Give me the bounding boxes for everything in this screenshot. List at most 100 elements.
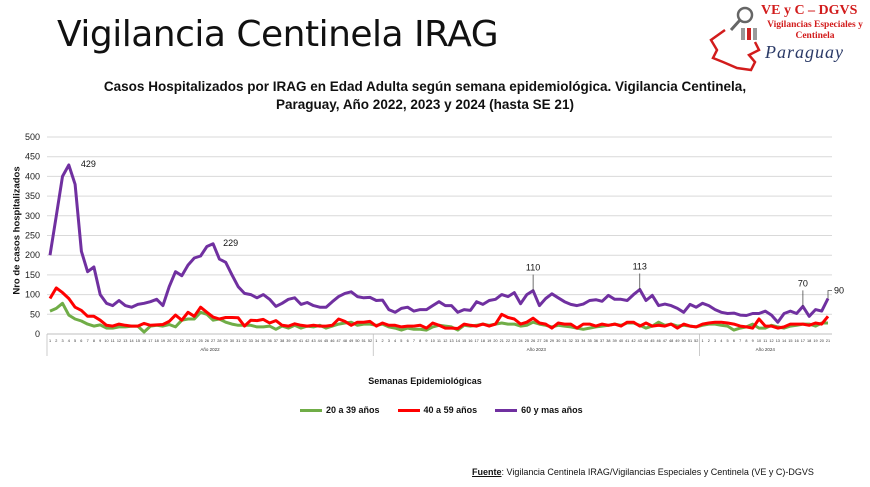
x-tick-label: 11	[111, 339, 115, 343]
x-tick-label: 27	[537, 339, 541, 343]
x-tick-label: 4	[68, 339, 70, 343]
x-tick-label: 47	[336, 339, 340, 343]
x-tick-label: 18	[155, 339, 159, 343]
x-tick-label: 18	[481, 339, 485, 343]
legend-label: 60 y mas años	[521, 405, 583, 415]
x-tick-label: 32	[569, 339, 573, 343]
x-tick-label: 31	[562, 339, 566, 343]
chart-title-line1: Casos Hospitalizados por IRAG en Edad Ad…	[103, 79, 747, 94]
x-tick-label: 15	[136, 339, 140, 343]
x-tick-label: 34	[581, 339, 585, 343]
x-tick-label: 50	[682, 339, 686, 343]
x-tick-label: 2	[708, 339, 710, 343]
x-tick-label: 40	[619, 339, 623, 343]
x-tick-label: 5	[727, 339, 729, 343]
x-tick-label: 33	[249, 339, 253, 343]
x-tick-label: 2	[381, 339, 383, 343]
x-tick-label: 19	[487, 339, 491, 343]
legend-item: 20 a 39 años	[300, 405, 380, 415]
legend: 20 a 39 años 40 a 59 años 60 y mas años	[300, 405, 583, 415]
data-label: 429	[81, 159, 96, 169]
y-tick-label: 0	[35, 329, 40, 339]
x-tick-label: 15	[462, 339, 466, 343]
x-tick-label: 35	[587, 339, 591, 343]
x-tick-label: 51	[688, 339, 692, 343]
x-tick-label: 49	[349, 339, 353, 343]
x-tick-label: 8	[419, 339, 421, 343]
legend-swatch-red	[397, 408, 420, 412]
legend-label: 40 a 59 años	[423, 405, 478, 415]
x-tick-label: 35	[261, 339, 265, 343]
series-line-3	[48, 163, 830, 324]
x-tick-label: 12	[443, 339, 447, 343]
y-tick-label: 450	[25, 152, 40, 162]
logo-text-3: Paraguay	[765, 42, 844, 62]
x-tick-label: 14	[456, 339, 460, 343]
x-tick-label: 20	[493, 339, 497, 343]
x-tick-label: 42	[631, 339, 635, 343]
x-tick-label: 24	[192, 339, 196, 343]
x-tick-label: 30	[556, 339, 560, 343]
logo-text-2: Vigilancias Especiales y Centinela	[767, 20, 863, 41]
x-tick-label: 37	[600, 339, 604, 343]
x-tick-label: 10	[104, 339, 108, 343]
x-tick-label: 22	[506, 339, 510, 343]
x-tick-label: 38	[606, 339, 610, 343]
x-tick-label: 45	[324, 339, 328, 343]
x-tick-label: 11	[437, 339, 441, 343]
y-tick-label: 250	[25, 231, 40, 241]
x-tick-label: 14	[129, 339, 133, 343]
x-tick-label: 21	[500, 339, 504, 343]
x-tick-label: 8	[745, 339, 747, 343]
x-tick-label: 12	[117, 339, 121, 343]
x-tick-label: 1	[49, 339, 51, 343]
x-tick-label: 5	[74, 339, 76, 343]
x-tick-label: 1	[375, 339, 377, 343]
data-label: 113	[633, 261, 647, 271]
x-tick-label: 17	[801, 339, 805, 343]
x-tick-label: 25	[525, 339, 529, 343]
x-tick-label: 7	[413, 339, 415, 343]
x-tick-label: 16	[468, 339, 472, 343]
x-tick-label: 43	[311, 339, 315, 343]
x-tick-label: 6	[407, 339, 409, 343]
y-tick-label: 50	[30, 309, 40, 319]
y-tick-label: 200	[25, 250, 40, 260]
x-group-label: Año 2023	[527, 347, 547, 352]
x-tick-label: 45	[650, 339, 654, 343]
x-tick-label: 7	[739, 339, 741, 343]
chart-title-line2: Paraguay, Año 2022, 2023 y 2024 (hasta S…	[276, 97, 574, 112]
x-tick-label: 3	[388, 339, 390, 343]
x-tick-label: 8	[93, 339, 95, 343]
x-tick-label: 17	[475, 339, 479, 343]
x-tick-label: 29	[550, 339, 554, 343]
x-tick-label: 9	[752, 339, 754, 343]
x-tick-label: 43	[638, 339, 642, 343]
x-tick-label: 12	[769, 339, 773, 343]
x-tick-label: 16	[142, 339, 146, 343]
x-tick-label: 32	[242, 339, 246, 343]
x-tick-label: 26	[531, 339, 535, 343]
x-tick-label: 36	[594, 339, 598, 343]
x-tick-label: 5	[400, 339, 402, 343]
x-tick-label: 41	[625, 339, 629, 343]
x-tick-label: 52	[694, 339, 698, 343]
y-tick-label: 500	[25, 132, 40, 142]
x-tick-label: 23	[512, 339, 516, 343]
x-tick-label: 2	[55, 339, 57, 343]
x-tick-label: 16	[795, 339, 799, 343]
y-tick-label: 350	[25, 191, 40, 201]
x-tick-label: 33	[575, 339, 579, 343]
x-tick-label: 21	[173, 339, 177, 343]
x-tick-label: 51	[362, 339, 366, 343]
x-tick-label: 36	[267, 339, 271, 343]
legend-item: 60 y mas años	[495, 405, 583, 415]
x-tick-label: 39	[613, 339, 617, 343]
x-tick-label: 10	[431, 339, 435, 343]
x-tick-label: 15	[788, 339, 792, 343]
y-tick-label: 150	[25, 270, 40, 280]
x-tick-label: 23	[186, 339, 190, 343]
x-tick-label: 38	[280, 339, 284, 343]
x-tick-label: 6	[80, 339, 82, 343]
